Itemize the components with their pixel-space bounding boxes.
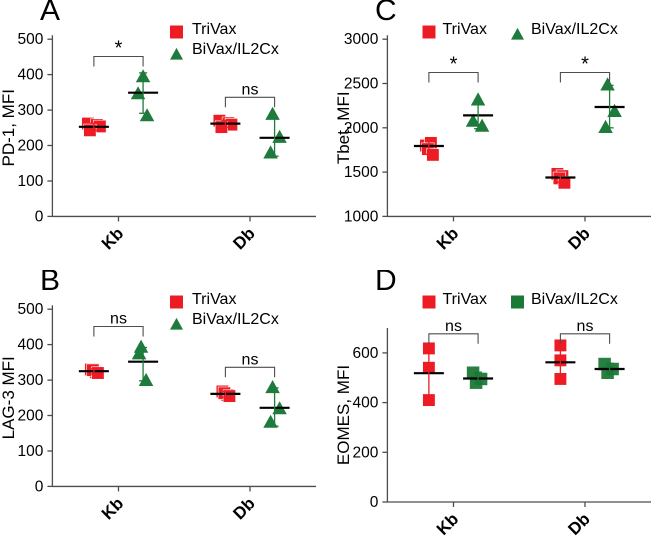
svg-text:Kb: Kb [98, 224, 127, 253]
svg-text:400: 400 [18, 67, 44, 84]
svg-text:400: 400 [353, 395, 379, 412]
svg-text:*: * [115, 38, 123, 60]
svg-text:ns: ns [445, 318, 462, 335]
svg-text:TriVax: TriVax [443, 21, 487, 38]
svg-text:Db: Db [564, 224, 593, 253]
svg-text:A: A [40, 0, 60, 27]
svg-text:400: 400 [18, 337, 44, 354]
svg-text:0: 0 [370, 494, 379, 511]
svg-text:1500: 1500 [344, 164, 379, 181]
svg-text:200: 200 [18, 408, 44, 425]
svg-text:500: 500 [18, 31, 44, 48]
svg-text:PD-1, MFI: PD-1, MFI [0, 89, 18, 166]
svg-text:Tbet, MFI: Tbet, MFI [335, 91, 353, 164]
svg-text:300: 300 [18, 102, 44, 119]
svg-text:600: 600 [353, 345, 379, 362]
svg-text:ns: ns [577, 318, 594, 335]
svg-text:*: * [581, 54, 589, 76]
svg-text:BiVax/IL2Cx: BiVax/IL2Cx [531, 291, 618, 308]
svg-text:Kb: Kb [98, 494, 127, 523]
svg-text:100: 100 [18, 173, 44, 190]
svg-text:Db: Db [229, 224, 258, 253]
svg-text:TriVax: TriVax [443, 291, 487, 308]
svg-text:BiVax/IL2Cx: BiVax/IL2Cx [192, 311, 279, 328]
svg-text:0: 0 [35, 478, 44, 495]
svg-text:BiVax/IL2Cx: BiVax/IL2Cx [192, 41, 279, 58]
svg-text:D: D [375, 270, 397, 297]
svg-text:C: C [375, 0, 397, 27]
svg-text:200: 200 [353, 444, 379, 461]
svg-text:500: 500 [18, 301, 44, 318]
svg-text:Db: Db [564, 509, 593, 538]
svg-text:Kb: Kb [433, 224, 462, 253]
svg-text:EOMES, MFI: EOMES, MFI [335, 365, 353, 465]
svg-text:100: 100 [18, 443, 44, 460]
svg-text:3000: 3000 [344, 31, 379, 48]
svg-text:ns: ns [242, 351, 259, 368]
svg-text:LAG-3 MFI: LAG-3 MFI [0, 356, 18, 439]
svg-text:*: * [450, 54, 458, 76]
svg-text:200: 200 [18, 138, 44, 155]
svg-text:TriVax: TriVax [192, 291, 236, 308]
svg-text:1000: 1000 [344, 208, 379, 225]
svg-text:ns: ns [242, 81, 259, 98]
svg-text:ns: ns [110, 311, 127, 328]
svg-text:B: B [40, 270, 60, 297]
svg-text:0: 0 [35, 208, 44, 225]
svg-text:Kb: Kb [433, 509, 462, 538]
svg-text:TriVax: TriVax [192, 21, 236, 38]
svg-text:BiVax/IL2Cx: BiVax/IL2Cx [531, 21, 618, 38]
svg-text:2500: 2500 [344, 76, 379, 93]
svg-text:300: 300 [18, 372, 44, 389]
svg-text:Db: Db [229, 494, 258, 523]
